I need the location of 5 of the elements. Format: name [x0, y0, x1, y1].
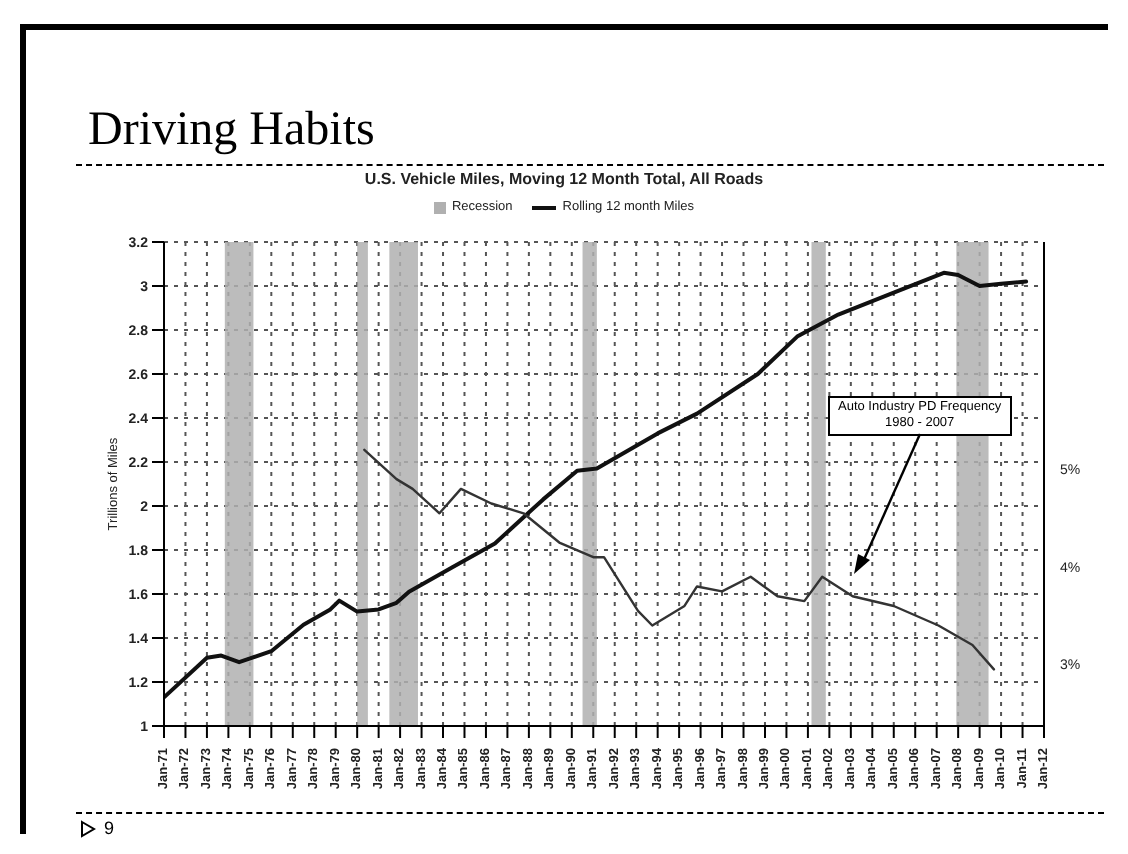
line-series	[164, 270, 1029, 700]
chart-title: Driving Habits	[88, 104, 375, 158]
text: 9	[104, 818, 115, 838]
line-series	[363, 448, 996, 671]
chart-subtitle: U.S. Vehicle Miles, Moving 12 Month Total, All Roads	[362, 170, 766, 188]
